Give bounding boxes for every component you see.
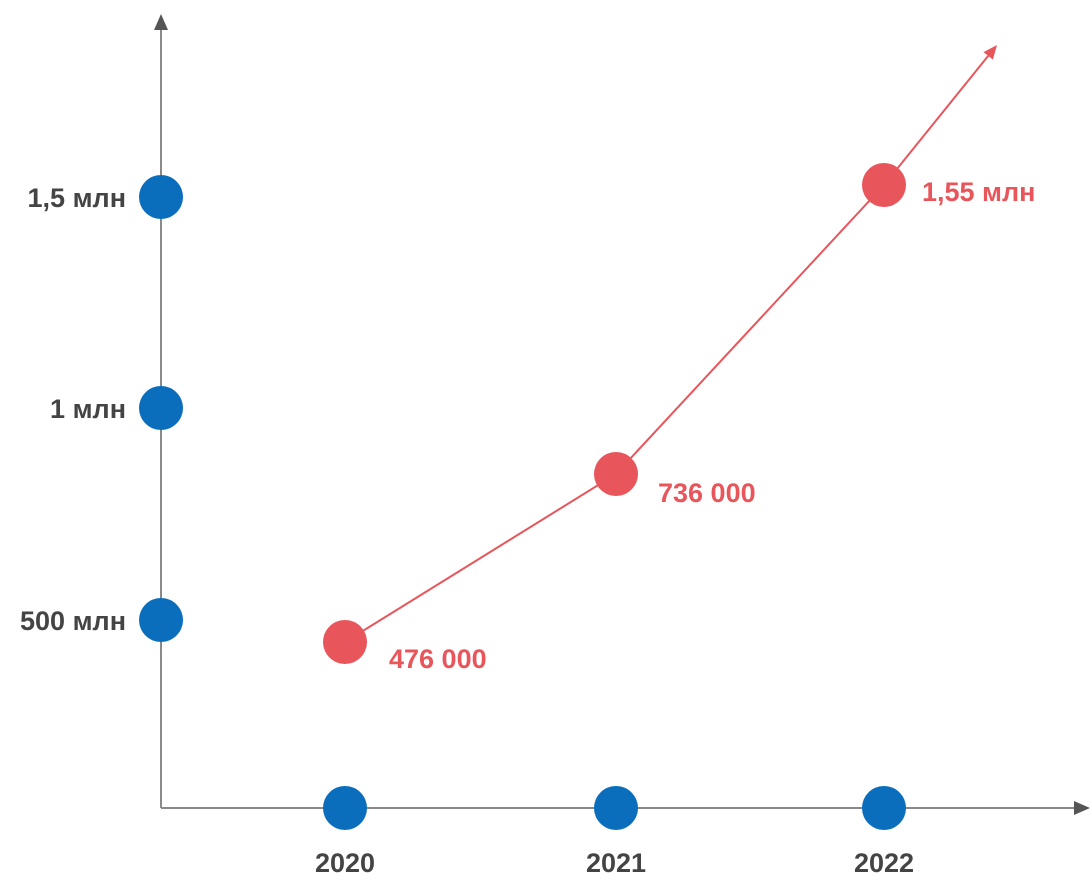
y-axis-arrow: [154, 14, 168, 30]
x-axis-arrow: [1074, 801, 1090, 815]
y-tick-label: 500 млн: [20, 606, 126, 636]
y-ticks: 500 млн 1 млн 1,5 млн: [20, 175, 183, 642]
data-label: 736 000: [658, 478, 756, 508]
y-tick-marker: [139, 386, 183, 430]
data-point: [594, 452, 638, 496]
y-tick-label: 1,5 млн: [28, 183, 126, 213]
x-tick-marker: [862, 786, 906, 830]
x-tick-marker: [323, 786, 367, 830]
trend-extension: [883, 55, 989, 186]
y-tick-marker: [139, 175, 183, 219]
data-point: [323, 620, 367, 664]
x-tick-label: 2022: [854, 848, 914, 878]
data-label: 476 000: [389, 644, 487, 674]
x-ticks: 2020 2021 2022: [315, 786, 914, 878]
y-tick-label: 1 млн: [50, 394, 126, 424]
data-label: 1,55 млн: [922, 177, 1035, 207]
data-point: [862, 163, 906, 207]
series: 476 000 736 000 1,55 млн: [323, 45, 1035, 674]
y-tick-marker: [139, 598, 183, 642]
x-tick-label: 2021: [586, 848, 646, 878]
x-tick-marker: [594, 786, 638, 830]
x-tick-label: 2020: [315, 848, 375, 878]
series-line: [344, 184, 885, 643]
trend-arrowhead: [983, 45, 997, 60]
